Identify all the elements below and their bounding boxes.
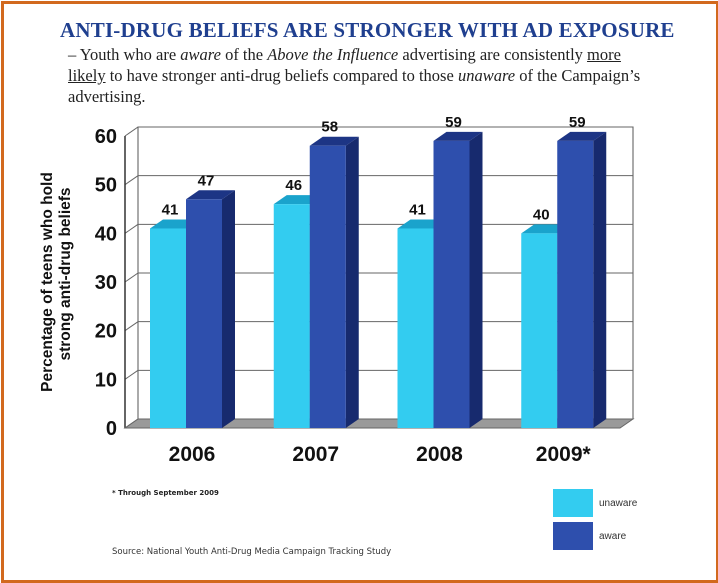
bar-aware-2008 [433, 140, 470, 428]
legend-item-aware: aware [553, 522, 626, 550]
gridline-diagonal [124, 369, 139, 380]
subtitle-text-mid2: advertising are consistently [398, 45, 588, 64]
bar-top-aware-2006 [186, 190, 235, 200]
bar-unaware-2009 [521, 233, 558, 428]
subtitle-unaware: unaware [457, 66, 516, 85]
slide-subtitle: – Youth who are aware of the Above the I… [68, 44, 688, 107]
bar-top-aware-2007 [309, 136, 359, 146]
subtitle-text-mid1: of the [220, 45, 268, 64]
legend-swatch-aware [553, 522, 593, 550]
y-tick-label: 10 [95, 369, 117, 391]
data-label-aware-2006: 47 [198, 172, 215, 189]
legend-swatch-unaware [553, 489, 593, 517]
bar-unaware-2006 [150, 228, 186, 428]
bar-aware-2006 [186, 199, 222, 428]
data-label-unaware-2008: 41 [409, 201, 426, 218]
footnote: * Through September 2009 [112, 489, 219, 497]
gridline-diagonal [124, 126, 139, 137]
subtitle-text-end: of the Campaign’s advertising. [68, 66, 641, 106]
data-label-aware-2009: 59 [569, 114, 586, 131]
legend-label-aware: aware [599, 530, 627, 542]
y-tick-label: 50 [95, 175, 117, 197]
gridline-diagonal [124, 175, 139, 186]
bar-aware-2009 [557, 140, 594, 428]
bar-top-aware-2008 [433, 131, 483, 141]
data-label-unaware-2009: 40 [533, 206, 550, 223]
data-label-unaware-2007: 46 [285, 177, 302, 194]
subtitle-text-mid3: to have stronger anti-drug beliefs compa… [105, 66, 458, 85]
y-tick-label: 20 [95, 321, 117, 343]
bar-side-aware-2007 [345, 136, 359, 428]
bar-side-aware-2009 [593, 131, 607, 428]
x-tick-label: 2008 [416, 443, 463, 466]
subtitle-text-dash: – Youth who are [68, 45, 181, 64]
bar-unaware-2008 [397, 228, 434, 428]
x-tick-label: 2009* [536, 443, 592, 466]
data-label-aware-2007: 58 [321, 119, 338, 136]
subtitle-campaign-name: Above the Influence [267, 45, 399, 64]
source-note: Source: National Youth Anti-Drug Media C… [112, 547, 392, 557]
bar-side-aware-2006 [222, 190, 235, 428]
data-label-aware-2008: 59 [445, 114, 462, 131]
y-axis-label-line1: Percentage of teens who hold [39, 172, 56, 392]
slide-title: ANTI-DRUG BELIEFS ARE STRONGER WITH AD E… [60, 18, 675, 42]
subtitle-likely: likely [68, 66, 106, 85]
subtitle-more: more [587, 45, 621, 64]
data-label-unaware-2006: 41 [162, 201, 179, 218]
bar-top-aware-2009 [557, 131, 607, 141]
bar-unaware-2007 [273, 204, 310, 428]
y-tick-label: 40 [95, 223, 117, 245]
gridline-diagonal [124, 321, 139, 332]
gridline-diagonal [124, 272, 139, 283]
x-tick-label: 2006 [169, 443, 216, 466]
y-tick-label: 0 [106, 418, 117, 440]
legend-label-unaware: unaware [599, 497, 638, 509]
gridline-diagonal [124, 223, 139, 234]
subtitle-aware: aware [180, 45, 221, 64]
bar-side-aware-2008 [469, 131, 483, 428]
x-tick-label: 2007 [292, 443, 339, 466]
y-axis-label-line2: strong anti-drug beliefs [57, 187, 74, 360]
legend-item-unaware: unaware [553, 489, 637, 517]
y-tick-label: 30 [95, 272, 117, 294]
y-tick-label: 60 [95, 126, 117, 148]
bar-aware-2007 [309, 145, 346, 428]
